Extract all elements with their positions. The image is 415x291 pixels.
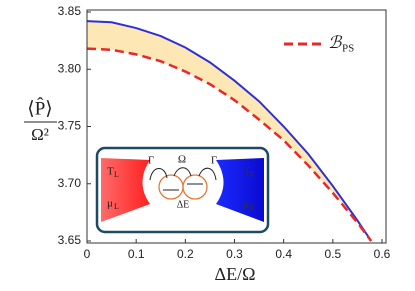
left-reservoir — [101, 158, 150, 222]
x-tick-label: 0.2 — [177, 247, 194, 261]
y-tick-label: 3.85 — [58, 4, 82, 18]
series-line — [86, 47, 373, 242]
dot-right — [182, 174, 208, 200]
arrow-gamma-right — [198, 167, 217, 181]
x-tick-label: 0.6 — [374, 247, 391, 261]
band-fill — [87, 21, 372, 241]
inset-gamma-left: Γ — [148, 155, 154, 167]
x-tick-label: 0.1 — [128, 247, 145, 261]
y-tick-label: 3.70 — [58, 176, 82, 190]
inset-delta-e: ΔE — [177, 199, 190, 210]
inset-t-right: T — [244, 166, 250, 177]
legend-label: ℬ — [328, 33, 343, 52]
inset-t-right-sub: R — [250, 171, 255, 179]
y-label-denominator: Ω² — [31, 125, 49, 144]
y-label-numerator: ⟨P̂⟩ — [27, 98, 52, 120]
plot-area: 3.65 3.70 3.75 3.80 3.85 0 0.1 0.2 0.3 0.4 0.5 0.6 ℬ… — [58, 4, 391, 261]
series-line — [86, 20, 373, 242]
inset-gamma-right: Γ — [211, 155, 217, 167]
inset-t-left-sub: L — [114, 170, 119, 179]
arrow-omega — [173, 167, 192, 177]
y-tick-label: 3.75 — [58, 119, 82, 133]
x-tick-label: 0 — [84, 247, 91, 261]
y-tick-label: 3.65 — [58, 233, 82, 247]
x-tick-label: 0.5 — [324, 247, 341, 261]
inset-t-left: T — [107, 166, 114, 178]
y-tick-label: 3.80 — [58, 61, 82, 75]
legend-label-subscript: PS — [342, 43, 354, 55]
inset-diagram: T L μ L Γ Ω Γ ΔE T R μ R — [95, 146, 270, 234]
x-tick-label: 0.4 — [275, 247, 292, 261]
inset-mu-right: μ — [243, 199, 248, 210]
x-tick-label: 0.3 — [226, 247, 243, 261]
x-label: ΔE/Ω — [215, 264, 256, 284]
inset-omega: Ω — [178, 154, 186, 166]
inset-mu-right-sub: R — [249, 204, 254, 212]
inset-mu-left-sub: L — [114, 202, 119, 211]
inset-mu-left: μ — [107, 198, 113, 210]
arrow-gamma-left — [149, 168, 168, 181]
right-reservoir — [216, 158, 264, 222]
